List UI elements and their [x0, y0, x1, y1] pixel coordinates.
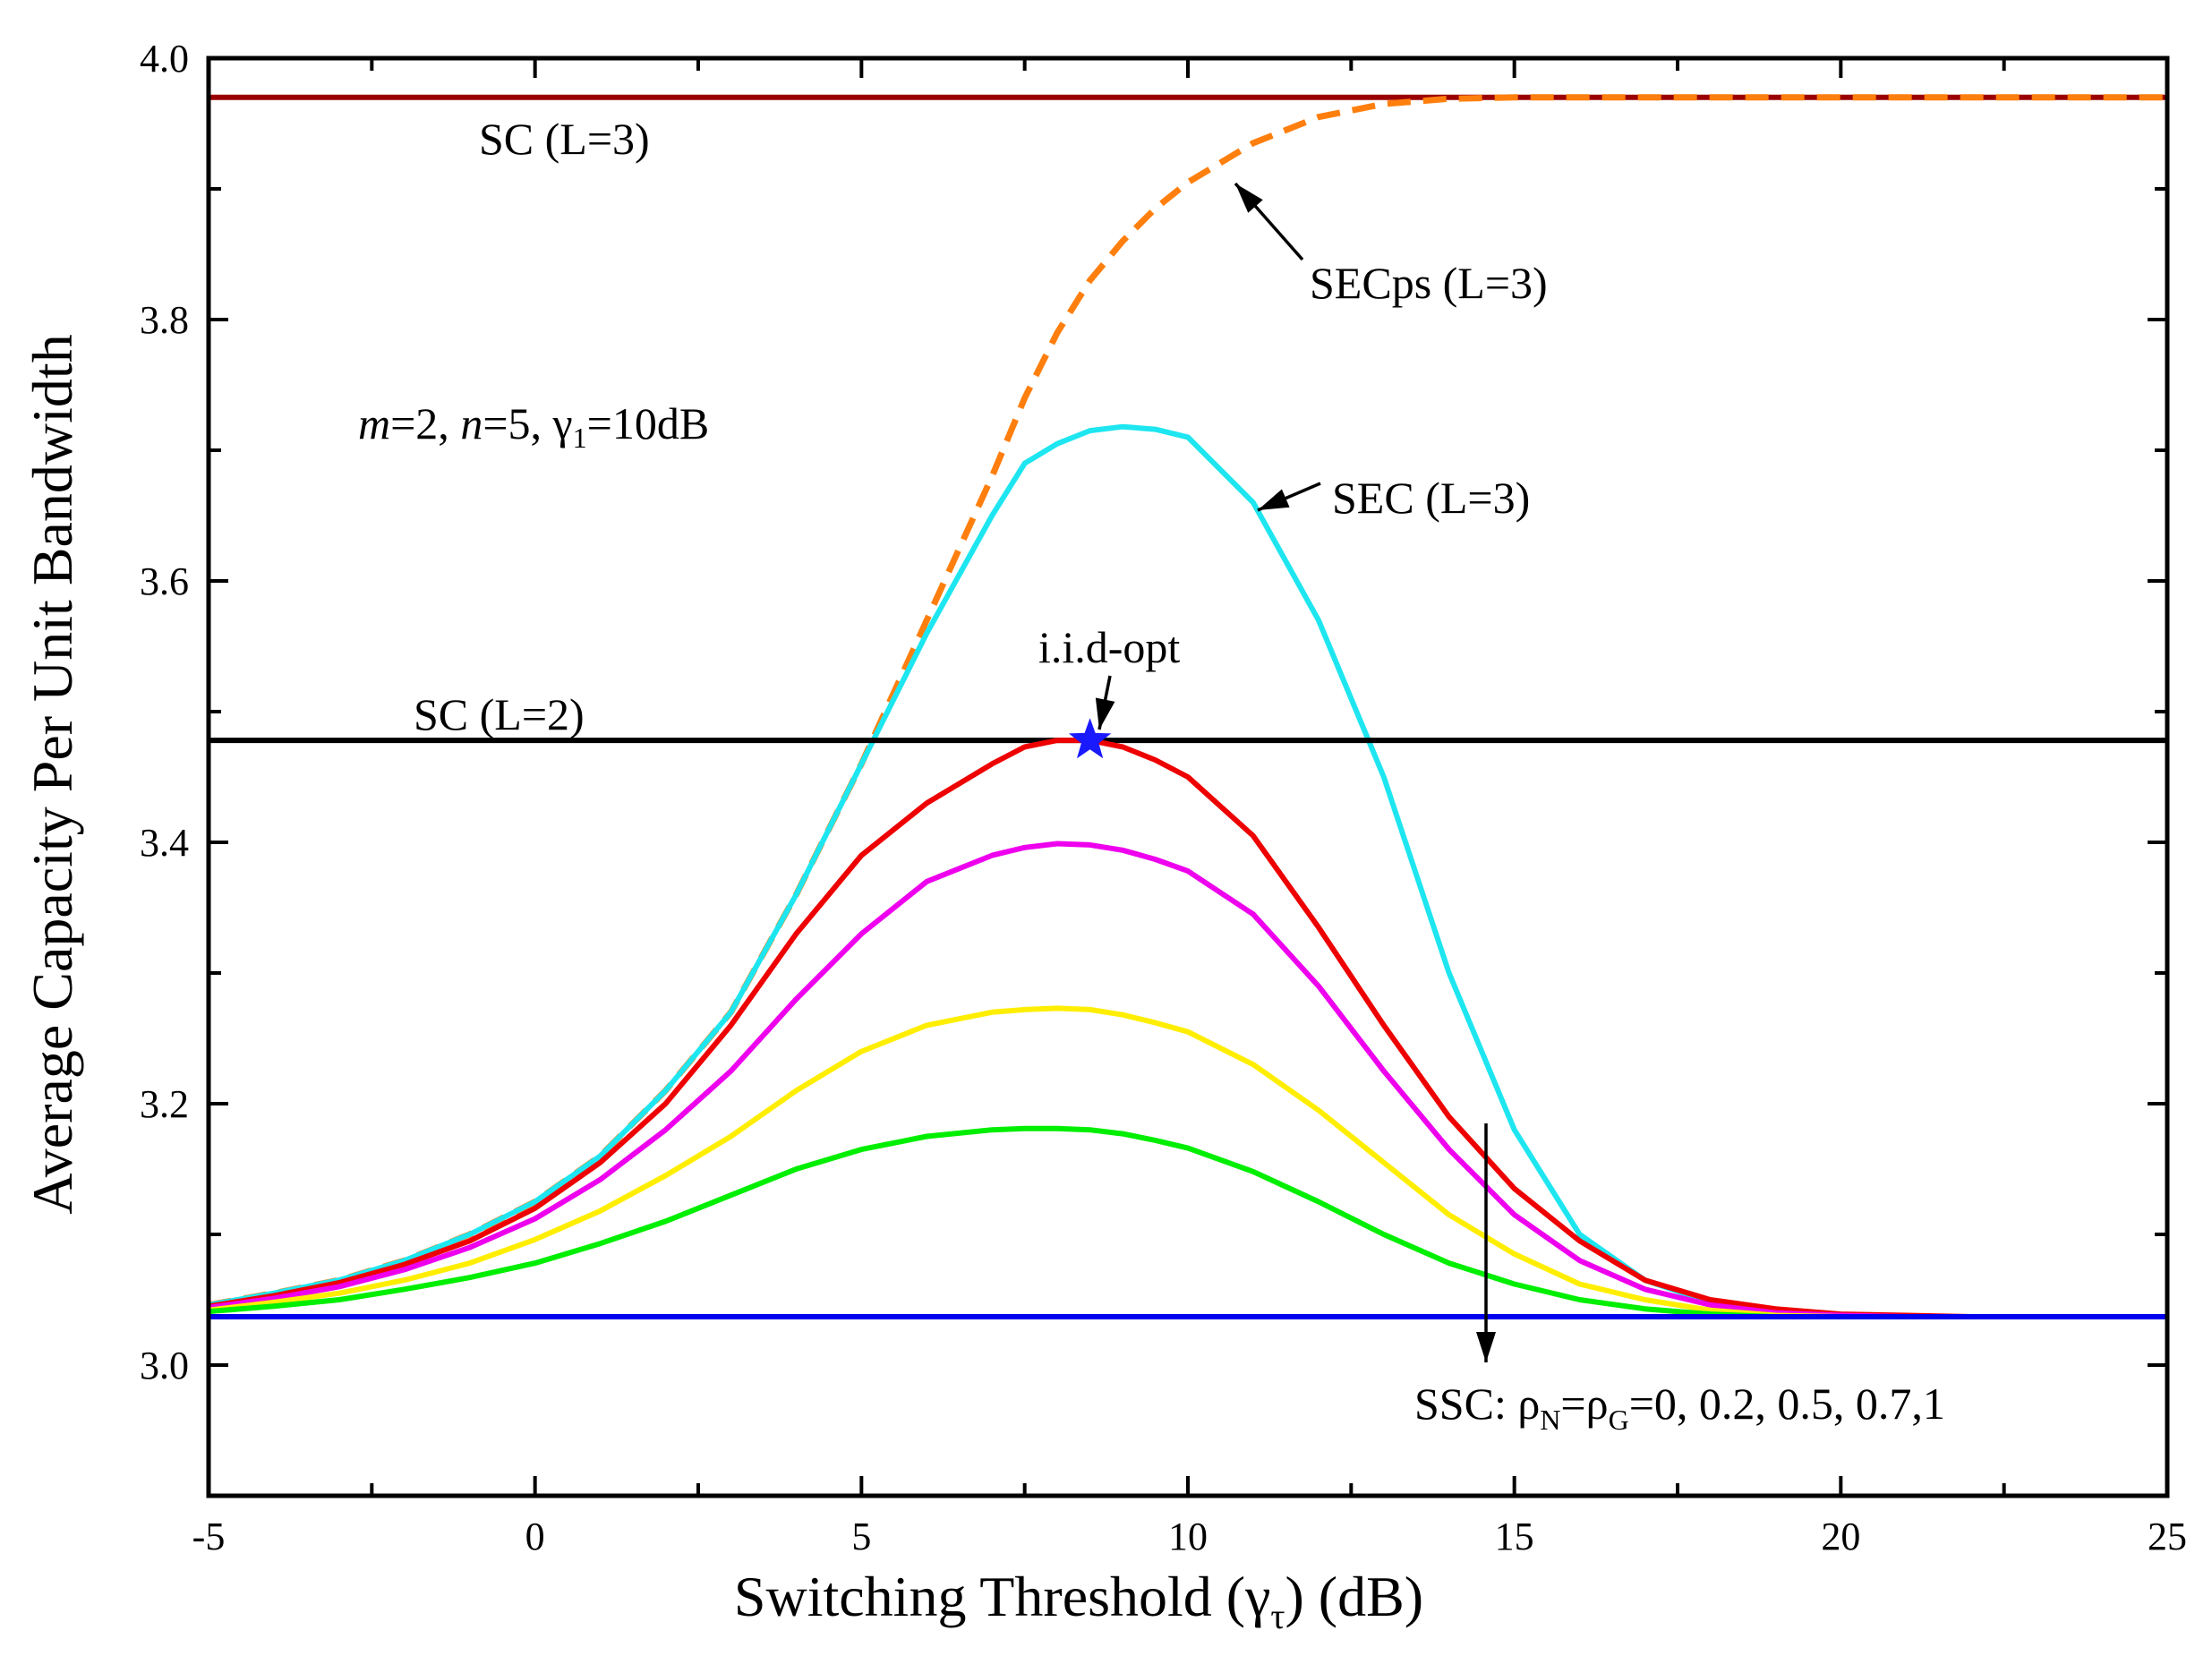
x-axis-title: Switching Threshold (γτ) (dB): [734, 1565, 1423, 1636]
sec-arrow-head: [1258, 489, 1290, 510]
x-tick-label-1: 0: [525, 1515, 545, 1558]
secps-arrow-head: [1235, 184, 1263, 213]
y-tick-label-2: 3.4: [140, 821, 189, 865]
y-tick-label-5: 4.0: [140, 37, 189, 81]
series-layer: [208, 94, 2167, 1319]
label-secps-l3: SECps (L=3): [1310, 258, 1548, 308]
y-tick-label-1: 3.2: [140, 1082, 189, 1126]
x-tick-label-2: 5: [851, 1515, 871, 1558]
y-axis-title: Average Capacity Per Unit Bandwidth: [21, 334, 84, 1214]
ssc-arrow-head: [1476, 1332, 1496, 1362]
optimum-star-marker: [1068, 718, 1112, 759]
label-ssc: SSC: ρN=ρG=0, 0.2, 0.5, 0.7,1: [1414, 1379, 1945, 1436]
label-iid-opt: i.i.d-opt: [1038, 622, 1180, 672]
annotation-layer: [1095, 182, 1496, 1362]
x-tick-label-4: 15: [1495, 1515, 1534, 1558]
series-line-1: [208, 94, 2167, 1309]
axes-layer: -5 0 5 10 15 20 25 3.0 3.2 3.4 3.6 3.8 4.0: [140, 37, 2187, 1558]
label-sc-l3: SC (L=3): [479, 114, 650, 164]
label-parameters: m=2, n=5, γ1=10dB: [358, 398, 709, 454]
x-tick-label-3: 10: [1168, 1515, 1208, 1558]
x-tick-label-6: 25: [2148, 1515, 2187, 1558]
x-tick-label-0: -5: [192, 1515, 226, 1558]
x-tick-label-5: 20: [1821, 1515, 1860, 1558]
label-sec-l3: SEC (L=3): [1332, 473, 1530, 523]
label-sc-l2: SC (L=2): [414, 689, 585, 739]
y-tick-label-3: 3.6: [140, 559, 189, 603]
iid-opt-arrow-head: [1095, 697, 1115, 730]
y-tick-label-4: 3.8: [140, 298, 189, 342]
y-tick-label-0: 3.0: [140, 1344, 189, 1387]
